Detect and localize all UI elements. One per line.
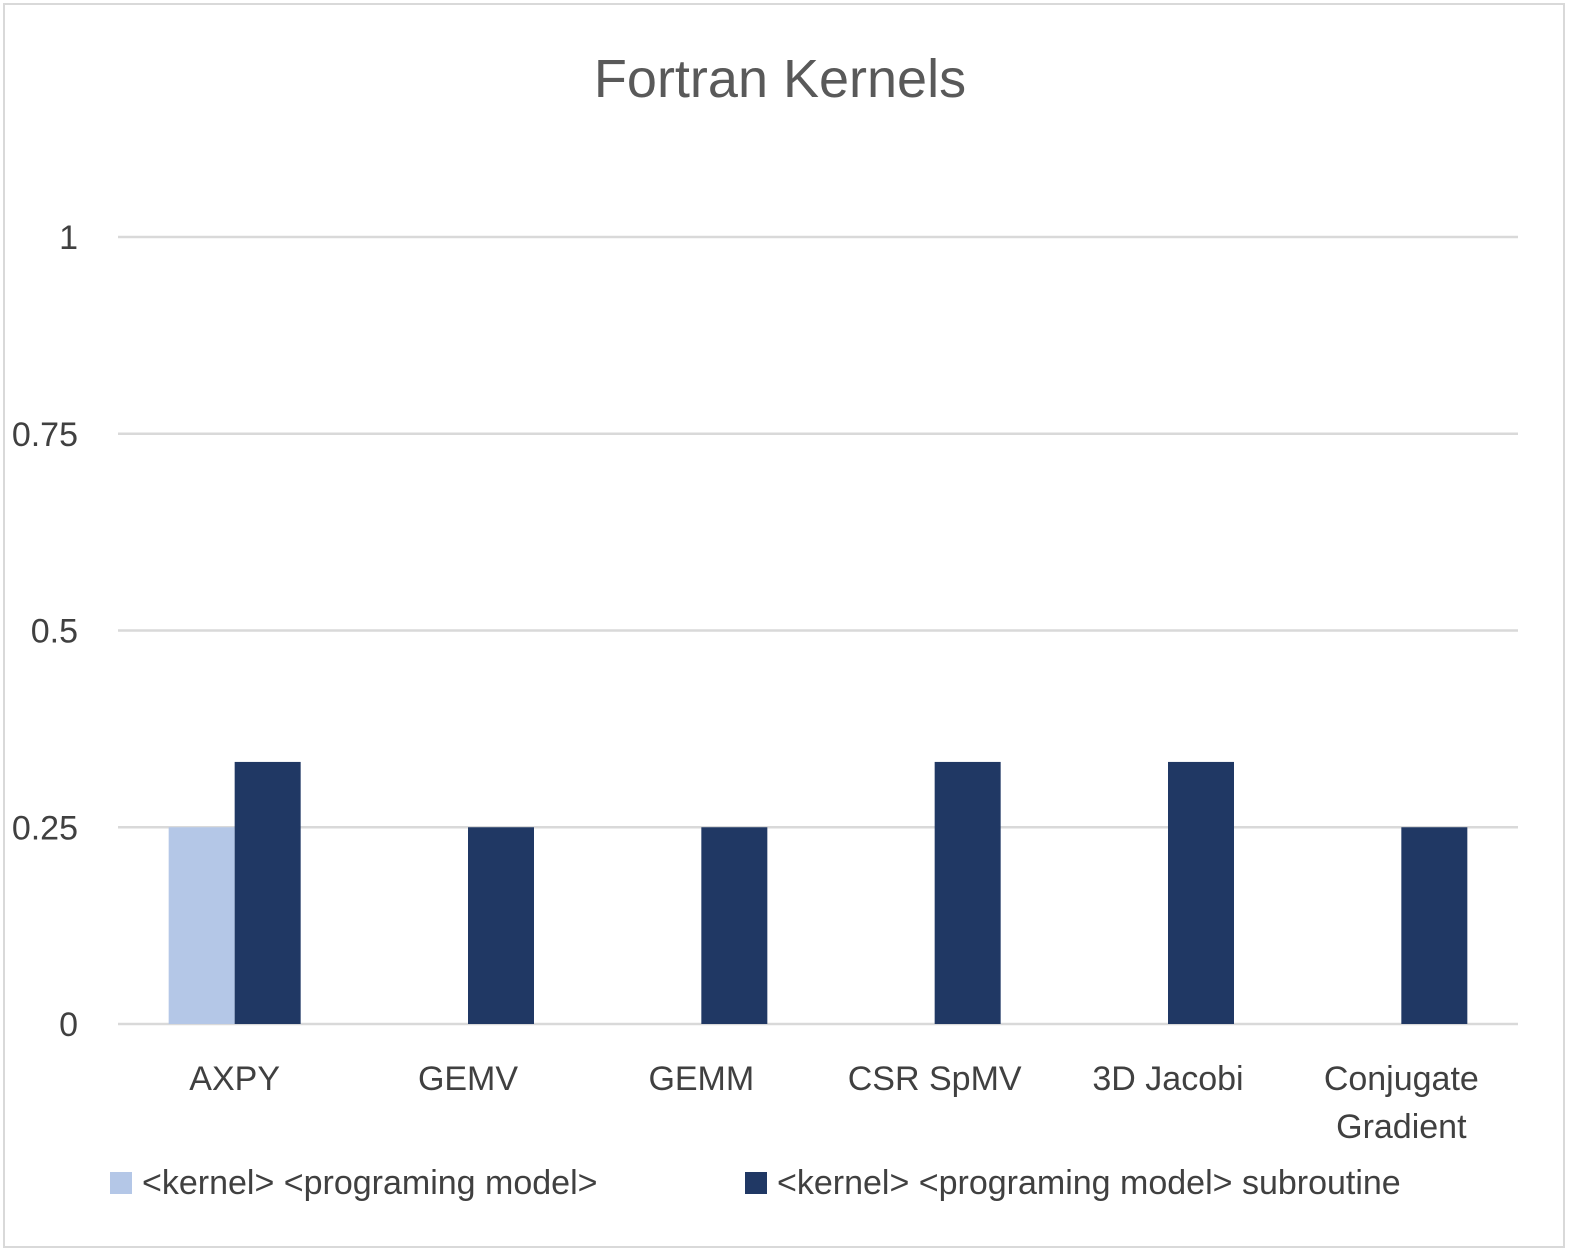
y-axis-ticks: 0 0.25 0.5 0.75 1 [12, 219, 78, 1044]
legend-swatch [110, 1172, 132, 1194]
y-tick-label: 0 [59, 1006, 78, 1044]
bar-2-conjugate-gradient [1401, 827, 1468, 1024]
bar-2-axpy [234, 761, 301, 1024]
chart-title: Fortran Kernels [594, 49, 966, 109]
y-tick-label: 0.75 [12, 416, 78, 454]
chart-frame [3, 3, 1565, 1248]
legend-label: <kernel> <programing model> [142, 1164, 598, 1202]
x-category-label: AXPY [189, 1060, 280, 1098]
y-tick-label: 0.5 [31, 613, 78, 651]
x-axis-categories: AXPY GEMV GEMM CSR SpMV 3D Jacobi Conjugate Gr… [189, 1060, 1479, 1146]
legend-swatch [745, 1172, 767, 1194]
x-category-label: 3D Jacobi [1092, 1060, 1243, 1098]
y-tick-label: 1 [59, 219, 78, 257]
bar-2-3d-jacobi [1168, 761, 1234, 1024]
bar-1-axpy [168, 827, 235, 1024]
x-category-label: GEMM [648, 1060, 754, 1098]
bar-2-gemm [701, 827, 768, 1024]
x-category-label: CSR SpMV [848, 1060, 1022, 1098]
legend[interactable]: <kernel> <programing model> <kernel> <pro… [110, 1164, 1401, 1202]
x-category-label: Conjugate Gradient [1324, 1060, 1479, 1146]
gridlines [118, 235, 1518, 1026]
y-tick-label: 0.25 [12, 809, 78, 847]
legend-label: <kernel> <programing model> subroutine [777, 1164, 1401, 1202]
bar-2-gemv [468, 827, 534, 1024]
bar-2-csr-spmv [934, 761, 1001, 1024]
bars [168, 761, 1468, 1024]
x-category-label: GEMV [418, 1060, 518, 1098]
